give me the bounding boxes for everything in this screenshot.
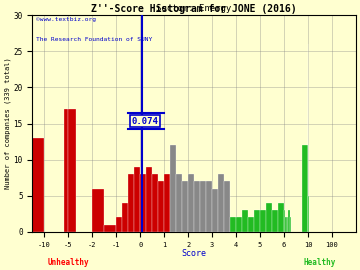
Bar [146,167,152,232]
Bar [64,109,68,232]
Bar [206,181,212,232]
Y-axis label: Number of companies (339 total): Number of companies (339 total) [4,58,11,190]
Text: Sector: Energy: Sector: Energy [157,4,232,13]
Bar [218,174,224,232]
Bar [140,174,146,232]
Bar [134,167,140,232]
Text: Healthy: Healthy [304,258,336,267]
Title: Z''-Score Histogram for JONE (2016): Z''-Score Histogram for JONE (2016) [91,4,297,15]
Bar [278,203,284,232]
Bar [116,217,122,232]
Bar [170,145,176,232]
Bar [188,174,194,232]
Bar [176,174,182,232]
Bar [302,145,308,232]
Bar [242,210,248,232]
Bar [21,138,44,232]
Bar [92,188,104,232]
Bar [285,217,287,232]
Bar [290,217,292,232]
Bar [287,217,288,232]
Bar [288,210,290,232]
Bar [104,225,116,232]
Bar [266,203,272,232]
Bar [248,217,254,232]
Bar [254,210,260,232]
Text: The Research Foundation of SUNY: The Research Foundation of SUNY [36,37,152,42]
Text: 0.074: 0.074 [131,117,158,126]
Bar [128,174,134,232]
X-axis label: Score: Score [182,249,207,258]
Bar [230,217,236,232]
Bar [200,181,206,232]
Bar [236,217,242,232]
Bar [260,210,266,232]
Text: Unhealthy: Unhealthy [48,258,89,267]
Bar [182,181,188,232]
Bar [284,210,285,232]
Bar [212,188,218,232]
Bar [122,203,128,232]
Bar [164,174,170,232]
Bar [158,181,164,232]
Bar [224,181,230,232]
Bar [152,174,158,232]
Bar [68,109,76,232]
Bar [272,210,278,232]
Bar [194,181,200,232]
Text: ©www.textbiz.org: ©www.textbiz.org [36,17,96,22]
